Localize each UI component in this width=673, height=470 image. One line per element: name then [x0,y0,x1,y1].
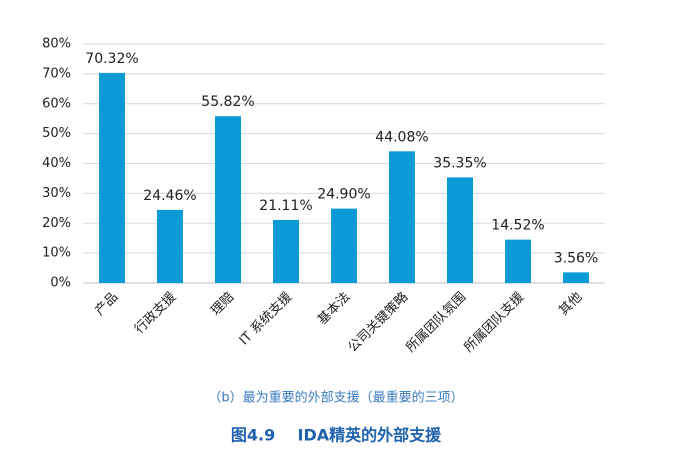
x-tick-label: 公司关键策略 [345,289,411,355]
y-tick-label: 40% [42,156,71,171]
bar [563,272,589,283]
y-tick-label: 50% [42,126,71,141]
bar [447,177,473,283]
data-label: 21.11% [259,198,312,214]
data-label: 14.52% [491,218,544,234]
bar [505,239,531,283]
y-tick-label: 30% [42,186,71,201]
x-tick-label: IT 系统支援 [237,290,296,349]
bar [99,72,125,283]
data-label: 24.46% [143,188,196,204]
y-tick-label: 20% [42,216,71,231]
data-label: 70.32% [85,51,138,67]
bar [273,219,299,283]
bar [215,116,241,283]
chart-subtitle: （b）最为重要的外部支援（最重要的三项） [208,390,463,406]
x-tick-label: 行政支援 [132,290,179,337]
x-tick-label: 其他 [556,290,585,319]
y-tick-label: 0% [50,276,71,291]
data-label: 55.82% [201,94,254,110]
bar [389,151,415,283]
data-label: 44.08% [375,129,428,145]
bar [157,209,183,283]
y-tick-label: 10% [42,246,71,261]
y-tick-label: 80% [42,37,71,52]
y-tick-label: 70% [42,66,71,81]
x-tick-label: 所属团队氛围 [404,290,470,356]
chart-caption: 图4.9 IDA精英的外部支援 [231,426,442,445]
bar [331,208,357,283]
data-label: 35.35% [433,155,486,171]
x-tick-label: 基本法 [315,290,353,328]
x-tick-label: 产品 [92,290,121,319]
x-tick-label: 理赔 [208,290,237,319]
x-tick-label: 所属团队支援 [462,290,528,356]
data-label: 3.56% [554,250,598,266]
data-label: 24.90% [317,187,370,203]
y-tick-label: 60% [42,96,71,111]
